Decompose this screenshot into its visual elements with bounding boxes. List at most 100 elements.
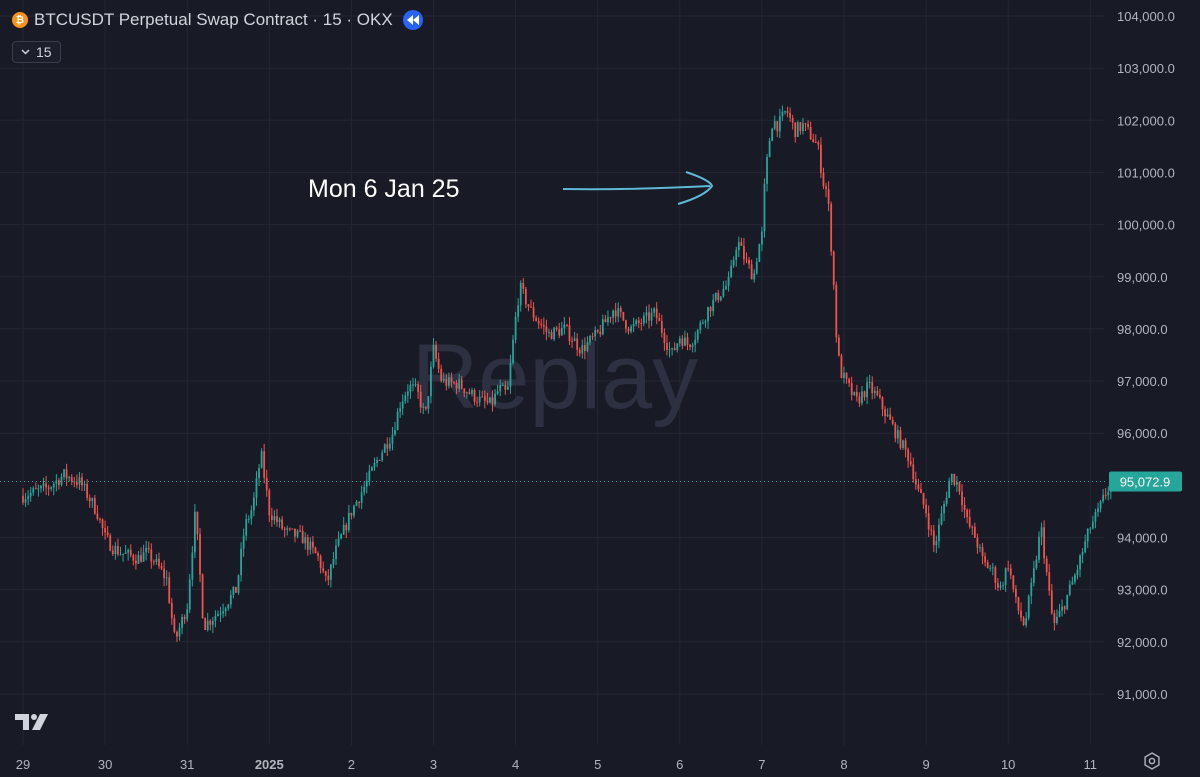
- candle-body: [155, 558, 158, 562]
- candle-body: [766, 157, 768, 184]
- candle-body: [761, 231, 763, 245]
- candle-body: [958, 481, 961, 492]
- candle-body: [29, 492, 32, 497]
- candle-body: [68, 477, 71, 479]
- candle-body: [1104, 494, 1107, 496]
- candle-body: [122, 553, 124, 555]
- candle-body: [342, 524, 345, 535]
- candle-body: [635, 320, 638, 325]
- candle-body: [802, 123, 804, 131]
- candle-body: [1076, 569, 1079, 576]
- candle-body: [709, 307, 712, 312]
- candle-body: [127, 549, 130, 553]
- candle-body: [955, 481, 958, 485]
- candle-body: [1012, 575, 1015, 589]
- candle-body: [617, 307, 620, 317]
- candle-body: [909, 460, 912, 465]
- candle-body: [837, 337, 840, 356]
- candle-body: [232, 586, 235, 595]
- candle-body: [1094, 511, 1097, 522]
- candle-body: [468, 392, 471, 394]
- x-tick-label: 2025: [255, 757, 284, 772]
- candle-body: [37, 488, 40, 490]
- candle-body: [619, 307, 622, 312]
- candle-body: [889, 414, 892, 420]
- candle-body: [658, 317, 661, 322]
- candle-body: [447, 377, 450, 386]
- candle-body: [265, 477, 268, 491]
- candle-body: [445, 378, 448, 386]
- candle-body: [622, 311, 625, 321]
- candle-body: [335, 545, 337, 560]
- chart-grid: [0, 0, 1104, 745]
- candle-body: [902, 440, 904, 448]
- candle-body: [530, 306, 532, 308]
- x-tick-label: 5: [594, 757, 601, 772]
- candle-body: [255, 478, 258, 498]
- candle-body: [22, 495, 24, 503]
- candle-body: [814, 142, 817, 144]
- rewind-icon[interactable]: [402, 10, 423, 30]
- candle-body: [735, 250, 738, 261]
- candle-body: [273, 516, 276, 521]
- candle-body: [945, 497, 948, 505]
- candle-body: [968, 517, 971, 527]
- candle-body: [250, 510, 253, 519]
- candle-body: [99, 518, 101, 520]
- candle-body: [976, 537, 979, 548]
- candle-body: [142, 552, 145, 562]
- candle-body: [217, 613, 219, 616]
- candle-body: [848, 378, 851, 384]
- candle-body: [463, 388, 466, 394]
- candle-body: [1081, 552, 1084, 556]
- interval-selector[interactable]: 15: [12, 41, 61, 63]
- candle-body: [299, 530, 301, 532]
- candle-body: [229, 594, 232, 605]
- candle-body: [91, 498, 94, 502]
- candle-body: [843, 372, 845, 379]
- candle-body: [650, 312, 653, 321]
- candle-body: [137, 555, 140, 564]
- candle-body: [781, 111, 784, 117]
- candle-body: [424, 406, 427, 409]
- time-axis[interactable]: 29 30 31 2025 2 3 4 5 6 7 8 9 10 11: [16, 757, 1097, 772]
- symbol-title[interactable]: BTCUSDT Perpetual Swap Contract · 15 · O…: [34, 10, 393, 29]
- tradingview-logo-icon[interactable]: [15, 712, 51, 732]
- candle-body: [173, 618, 176, 632]
- candle-body: [1061, 606, 1063, 611]
- candle-body: [763, 183, 766, 232]
- candle-body: [881, 397, 884, 410]
- candle-body: [145, 547, 148, 553]
- candle-body: [678, 338, 681, 344]
- candle-body: [514, 316, 517, 340]
- x-tick-label: 11: [1084, 757, 1098, 772]
- candle-body: [645, 312, 648, 316]
- candle-body: [337, 538, 340, 546]
- candle-body: [655, 308, 658, 318]
- y-tick-label: 92,000.0: [1117, 635, 1168, 650]
- candle-body: [371, 467, 373, 471]
- candle-body: [555, 327, 558, 330]
- candle-body: [260, 451, 263, 468]
- candle-body: [24, 498, 27, 503]
- candle-body: [1027, 596, 1030, 619]
- x-tick-label: 4: [512, 757, 519, 772]
- candle-body: [117, 545, 119, 555]
- candle-body: [755, 261, 758, 274]
- price-axis[interactable]: 104,000.0 103,000.0 102,000.0 101,000.0 100,…: [1117, 9, 1175, 702]
- settings-icon[interactable]: [1143, 752, 1161, 770]
- candle-body: [745, 259, 748, 261]
- candle-body: [150, 549, 153, 562]
- candle-body: [886, 414, 889, 417]
- candle-body: [1097, 508, 1099, 512]
- candle-body: [653, 308, 656, 313]
- candle-body: [317, 553, 319, 557]
- candle-body: [820, 144, 822, 173]
- candle-body: [737, 242, 740, 251]
- candle-body: [768, 140, 771, 158]
- candle-body: [96, 513, 99, 519]
- y-tick-label: 100,000.0: [1117, 218, 1175, 233]
- candle-body: [332, 559, 335, 565]
- candle-body: [999, 585, 1002, 588]
